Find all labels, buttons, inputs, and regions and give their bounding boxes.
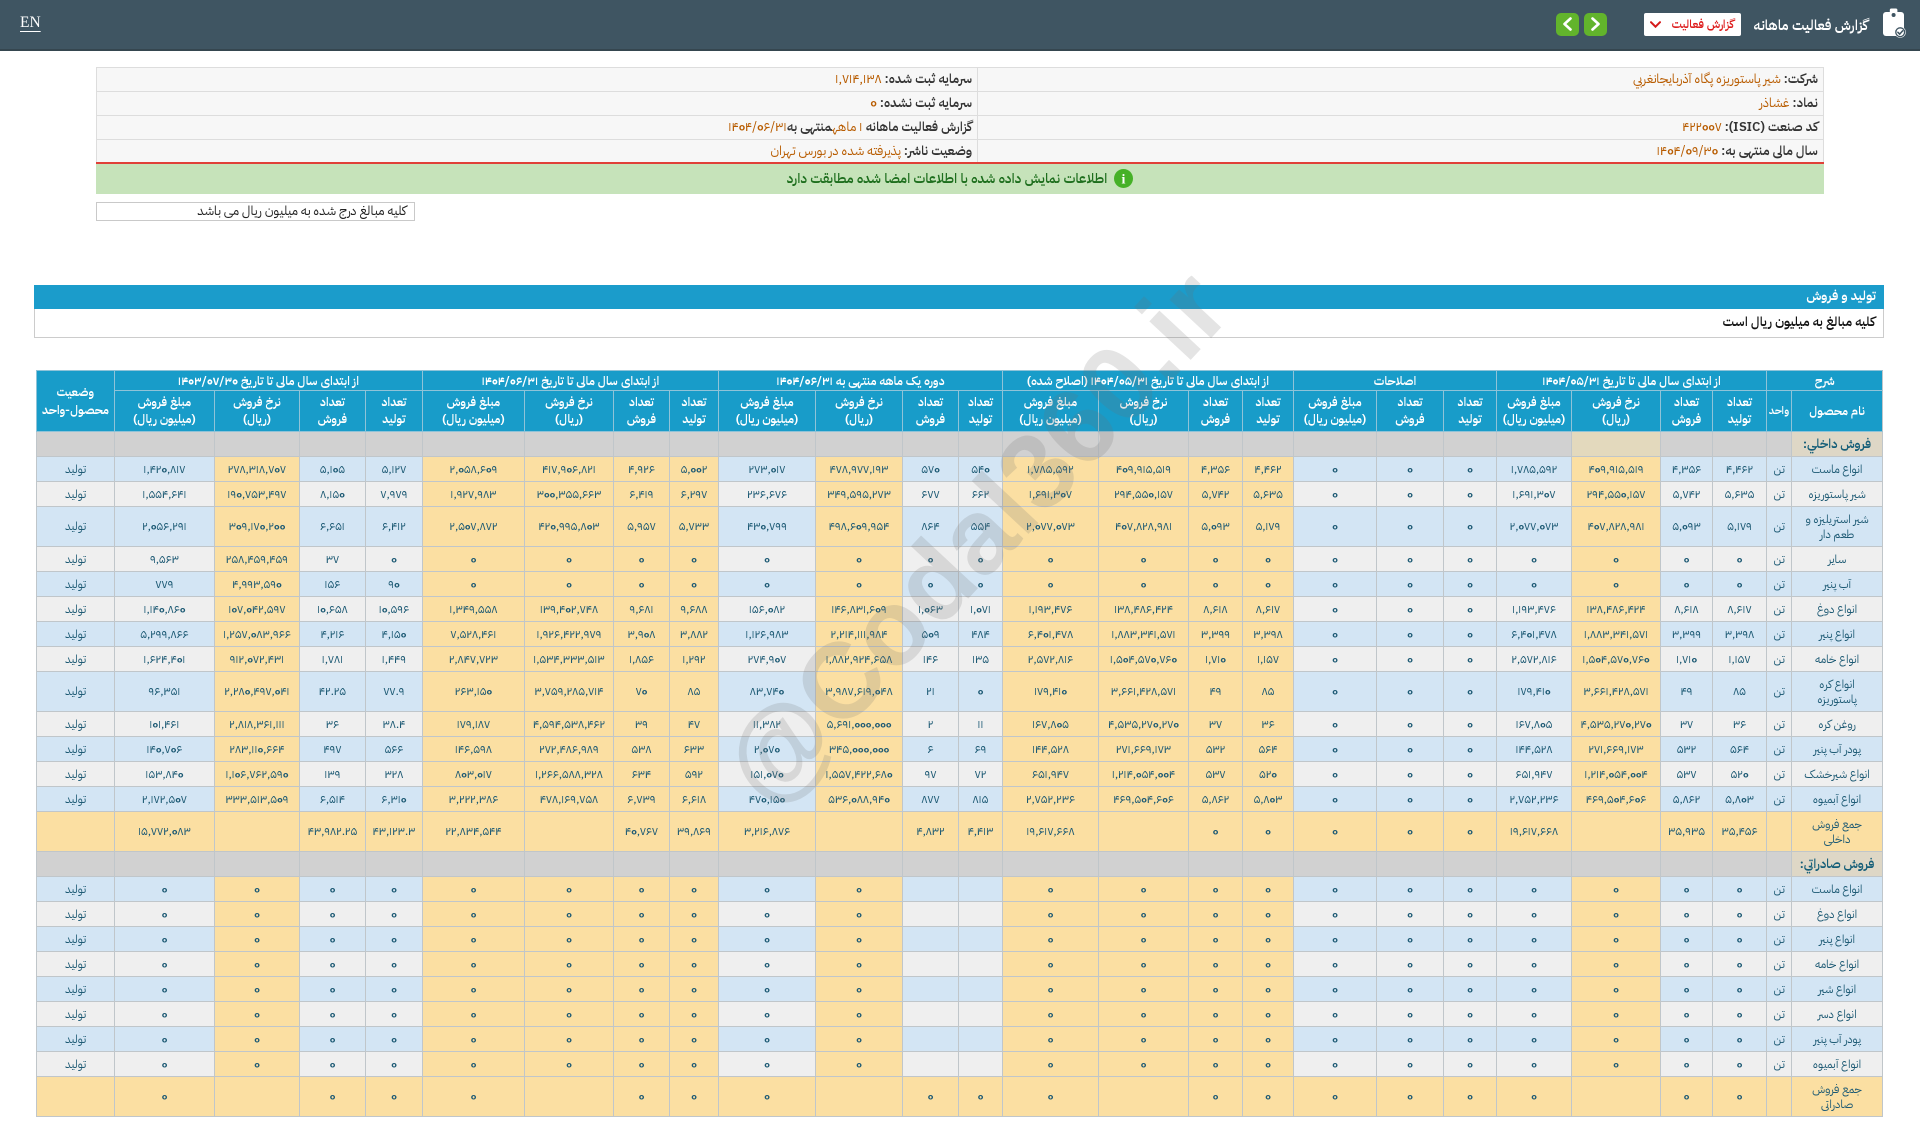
svg-text:i: i	[1122, 173, 1126, 188]
